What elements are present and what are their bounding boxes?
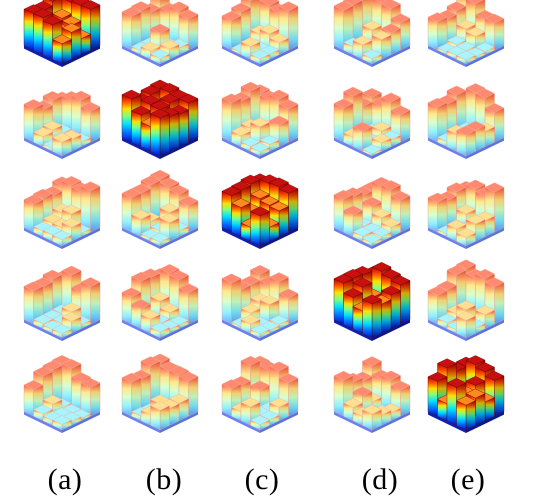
bar-plot-r5-e [427, 355, 505, 433]
bar-column [221, 10, 242, 51]
bar-column [278, 288, 299, 325]
bar-column [131, 209, 151, 238]
bar-plot-r3-e [427, 179, 505, 249]
bar-column [150, 49, 170, 65]
bar-column [362, 144, 382, 157]
column-label-d: (d) [361, 463, 399, 496]
bar-column [427, 12, 448, 51]
bar-column [150, 400, 170, 431]
bar-column [456, 125, 476, 157]
bar-plot-r1-b [121, 0, 199, 67]
bar-column [362, 404, 382, 431]
bar-plot-r2-b [121, 79, 199, 159]
bar-column [343, 205, 363, 238]
bar-column [121, 372, 142, 417]
bar-column [52, 132, 72, 157]
bar-column [159, 213, 180, 242]
bar-column [150, 322, 170, 339]
bar-column [121, 188, 142, 233]
bar-plot-r5-d [333, 356, 411, 433]
bar-plot-r4-d [333, 262, 411, 341]
column-label-e: (e) [450, 463, 486, 496]
bar-column [484, 13, 505, 51]
bar-plot-r3-c [221, 173, 299, 249]
bar-column [269, 115, 289, 148]
column-label-c: (c) [244, 463, 280, 496]
bar-column [150, 108, 170, 157]
bar-column [178, 283, 199, 325]
bar-plot-grid [23, 0, 505, 433]
bar-plot-r1-e [427, 0, 505, 67]
column-label-a: (a) [47, 463, 83, 496]
bar-plot-r2-e [427, 83, 505, 159]
bar-column [80, 277, 101, 325]
bar-column [456, 395, 476, 431]
bar-plot-r4-b [121, 264, 199, 341]
column-label-b: (b) [145, 463, 183, 496]
bar-column [456, 311, 476, 339]
bar-column [333, 0, 354, 51]
bar-column [250, 142, 270, 157]
bar-column [250, 324, 270, 339]
bar-plot-r4-a [23, 265, 101, 341]
bar-column [80, 377, 101, 417]
bar-column [52, 230, 72, 247]
bar-column [250, 206, 270, 247]
bar-plot-r2-a [23, 90, 101, 159]
bar-column [456, 50, 476, 65]
bar-column [250, 49, 270, 65]
bar-column [150, 232, 170, 247]
bar-plot-r1-d [333, 0, 411, 67]
bar-column [23, 281, 44, 325]
bar-column [52, 34, 72, 65]
bar-column [362, 294, 382, 339]
bar-column [362, 49, 382, 65]
bar-column [259, 295, 280, 325]
bar-plot-r2-c [221, 81, 299, 159]
bar-plot-r4-e [427, 259, 505, 341]
bar-column [80, 101, 101, 143]
bar-column [427, 192, 448, 233]
bar-column [221, 273, 242, 325]
bar-plot-r5-b [121, 353, 199, 433]
bar-column [352, 121, 373, 152]
bar-plot-r3-a [23, 175, 101, 249]
bar-plot-r3-b [121, 169, 199, 249]
bar-plot-r1-c [221, 0, 299, 67]
bar-plot-r1-a [23, 0, 101, 67]
bar-column [250, 415, 270, 431]
bar-column [362, 233, 382, 247]
bar-column [80, 181, 101, 233]
bar-plot-r4-c [221, 264, 299, 341]
bar-column [121, 6, 142, 51]
bar-column [52, 415, 72, 431]
bar-column [456, 228, 476, 247]
bar-plot-r5-a [23, 354, 101, 433]
bar-column [427, 97, 448, 143]
bar-plot-r2-d [333, 86, 411, 159]
bar-plot-r5-c [221, 355, 299, 433]
bar-column [52, 324, 72, 339]
bar-plot-r3-d [333, 176, 411, 249]
